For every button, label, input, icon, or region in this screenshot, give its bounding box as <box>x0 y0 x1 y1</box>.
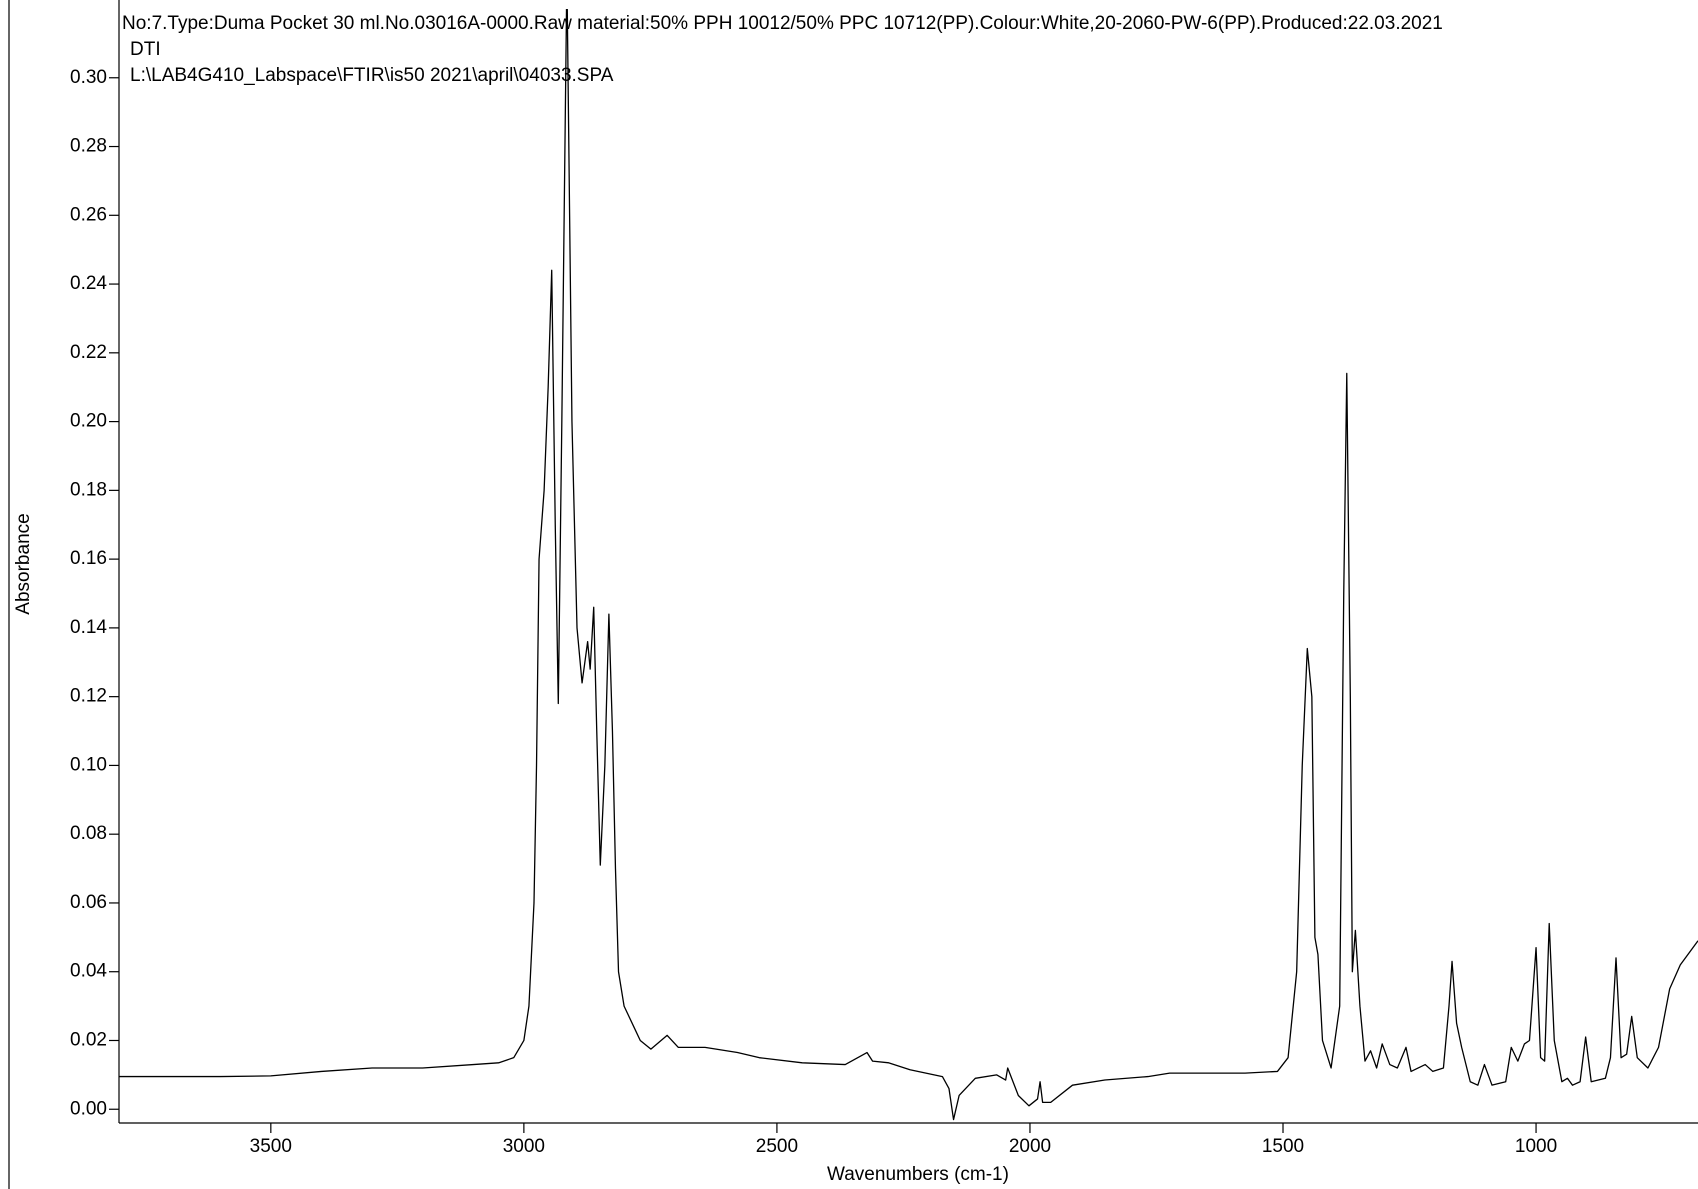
y-tick-label: 0.22 <box>70 342 107 363</box>
y-tick-label: 0.08 <box>70 823 107 844</box>
annotation: L:\LAB4G410_Labspace\FTIR\is50 2021\apri… <box>130 65 614 86</box>
y-tick-label: 0.04 <box>70 961 107 982</box>
x-tick-label: 2500 <box>756 1136 798 1157</box>
y-tick-label: 0.00 <box>70 1098 107 1119</box>
x-tick-label: 3000 <box>503 1136 545 1157</box>
y-tick-label: 0.28 <box>70 136 107 157</box>
chart-title: No:7.Type:Duma Pocket 30 ml.No.03016A-00… <box>122 13 1443 34</box>
y-tick-label: 0.20 <box>70 411 107 432</box>
y-tick-label: 0.30 <box>70 67 107 88</box>
y-tick-label: 0.16 <box>70 548 107 569</box>
y-tick-label: 0.26 <box>70 204 107 225</box>
spectrum-line <box>119 9 1698 1121</box>
y-tick-label: 0.24 <box>70 273 107 294</box>
y-tick-label: 0.18 <box>70 479 107 500</box>
chart-subtitle: DTI <box>130 39 161 60</box>
x-tick-label: 1000 <box>1515 1136 1557 1157</box>
y-tick-label: 0.02 <box>70 1029 107 1050</box>
x-tick-label: 1500 <box>1262 1136 1304 1157</box>
x-tick-label: 3500 <box>250 1136 292 1157</box>
y-tick-label: 0.06 <box>70 892 107 913</box>
y-tick-label: 0.12 <box>70 686 107 707</box>
x-axis-label: Wavenumbers (cm-1) <box>827 1164 1009 1185</box>
y-axis-label: Absorbance <box>13 513 34 614</box>
y-tick-label: 0.14 <box>70 617 107 638</box>
y-tick-label: 0.10 <box>70 754 107 775</box>
x-tick-label: 2000 <box>1009 1136 1051 1157</box>
